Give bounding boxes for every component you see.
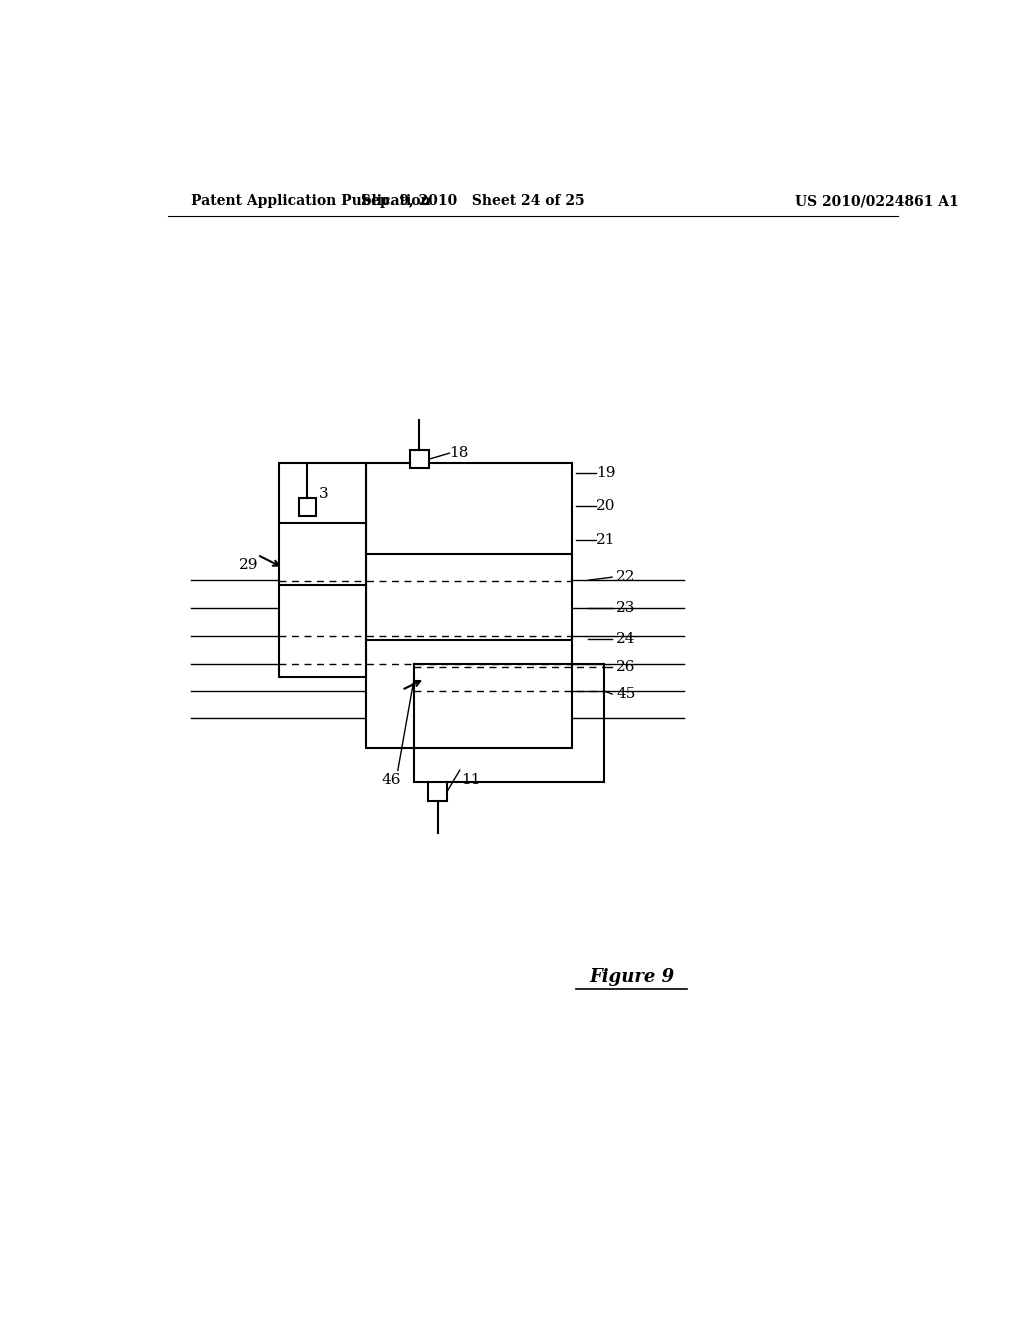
Text: 21: 21 xyxy=(596,532,615,546)
Text: 18: 18 xyxy=(450,446,469,461)
Text: Sep. 9, 2010   Sheet 24 of 25: Sep. 9, 2010 Sheet 24 of 25 xyxy=(361,194,585,209)
Text: Figure 9: Figure 9 xyxy=(590,968,675,986)
Bar xyxy=(299,498,316,516)
Text: 20: 20 xyxy=(596,499,615,513)
Text: 29: 29 xyxy=(240,558,259,572)
Text: 45: 45 xyxy=(616,686,636,701)
Text: 46: 46 xyxy=(382,774,401,788)
Text: US 2010/0224861 A1: US 2010/0224861 A1 xyxy=(795,194,958,209)
Text: 11: 11 xyxy=(461,774,481,788)
Bar xyxy=(279,463,367,677)
Bar xyxy=(428,783,447,801)
Text: 24: 24 xyxy=(616,632,636,647)
Bar xyxy=(367,463,572,748)
Text: 3: 3 xyxy=(318,487,328,500)
Text: 19: 19 xyxy=(596,466,615,480)
Text: 26: 26 xyxy=(616,660,636,673)
Text: Patent Application Publication: Patent Application Publication xyxy=(191,194,431,209)
Text: 22: 22 xyxy=(616,570,636,585)
Text: 23: 23 xyxy=(616,601,636,615)
Bar xyxy=(410,450,429,469)
